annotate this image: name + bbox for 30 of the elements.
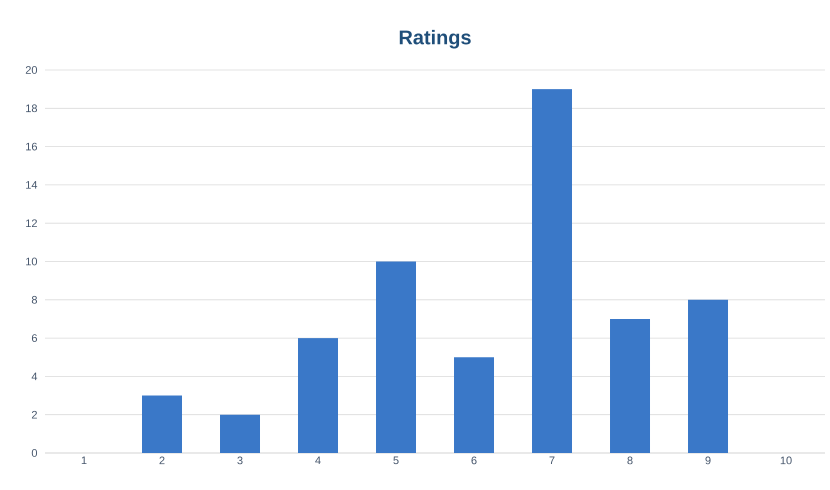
- x-tick-label: 8: [627, 456, 633, 464]
- y-tick-label: 16: [26, 142, 37, 150]
- chart-title: Ratings: [400, 30, 471, 48]
- x-tick-label: 7: [550, 456, 555, 464]
- y-tick-label: 12: [26, 219, 37, 228]
- x-tick-label: 9: [705, 456, 711, 464]
- x-tick-label: 5: [393, 456, 399, 464]
- y-tick-label: 2: [32, 410, 37, 419]
- bar: [454, 357, 494, 453]
- bar: [220, 414, 260, 453]
- bar: [688, 300, 728, 453]
- bar: [376, 261, 416, 453]
- y-tick-label: 6: [32, 334, 37, 342]
- x-tick-label: 1: [82, 456, 87, 464]
- y-tick-label: 20: [26, 66, 38, 74]
- y-tick-label: 4: [32, 372, 38, 380]
- x-tick-label: 3: [237, 456, 243, 464]
- bar: [610, 318, 650, 453]
- x-tick-label: 6: [472, 456, 477, 464]
- y-tick-label: 8: [32, 296, 37, 304]
- bar: [142, 396, 182, 453]
- x-tick-label: 2: [160, 456, 164, 464]
- bar: [532, 89, 572, 453]
- y-tick-label: 14: [26, 181, 38, 189]
- y-tick-label: 0: [32, 449, 38, 457]
- y-tick-label: 18: [26, 104, 37, 112]
- y-tick-label: 10: [26, 258, 38, 266]
- bar: [298, 338, 338, 453]
- x-tick-label: 4: [315, 456, 321, 464]
- x-tick-label: 10: [780, 456, 792, 464]
